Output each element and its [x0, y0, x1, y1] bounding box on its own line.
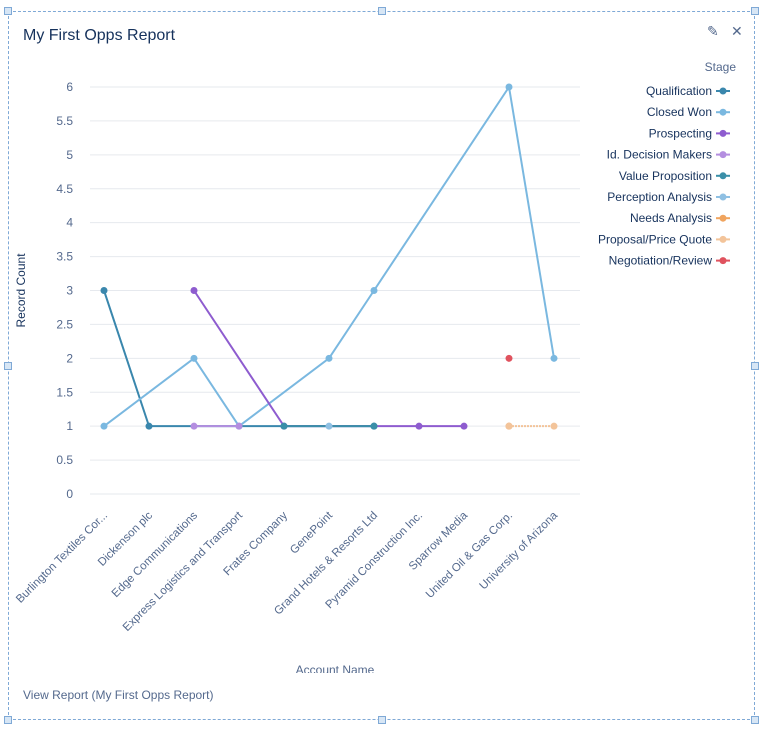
legend-item-label: Needs Analysis: [630, 211, 712, 225]
resize-handle[interactable]: [378, 7, 386, 15]
line-chart: 0 0.5 1 1.5 2 2.5 3 3.5 4 4.5 5 5.5 6 Burlington Text…: [14, 60, 737, 673]
legend-swatch-marker: [719, 172, 727, 180]
x-tick-label: Edge Communications: [110, 509, 200, 599]
resize-handle[interactable]: [751, 7, 759, 15]
legend-swatch-marker: [719, 87, 727, 95]
legend-swatch-marker: [719, 129, 727, 137]
y-tick-label: 6: [66, 80, 73, 94]
legend-swatch-marker: [719, 257, 727, 265]
resize-handle[interactable]: [4, 7, 12, 15]
y-tick-label: 1: [66, 419, 73, 433]
y-tick-label: 4: [66, 216, 73, 230]
close-icon[interactable]: ✕: [731, 23, 743, 39]
data-point: [505, 83, 513, 91]
pencil-icon[interactable]: ✎: [707, 23, 719, 39]
view-report-link[interactable]: View Report (My First Opps Report): [23, 688, 214, 702]
data-point: [190, 354, 198, 362]
y-tick-label: 2.5: [56, 317, 73, 331]
data-point: [280, 422, 288, 430]
data-point: [370, 422, 378, 430]
resize-handle[interactable]: [751, 716, 759, 724]
resize-handle[interactable]: [4, 716, 12, 724]
y-tick-label: 0.5: [56, 453, 73, 467]
y-axis-title: Record Count: [14, 253, 28, 328]
legend-swatch-marker: [719, 108, 727, 116]
data-point: [460, 422, 468, 430]
data-point: [235, 422, 243, 430]
data-point: [190, 422, 198, 430]
y-tick-label: 1.5: [56, 385, 73, 399]
legend-swatch-marker: [719, 193, 727, 201]
legend-item-label: Perception Analysis: [607, 190, 712, 204]
legend-title: Stage: [705, 60, 737, 74]
data-point: [505, 354, 513, 362]
y-tick-label: 3.5: [56, 250, 73, 264]
data-point: [550, 422, 558, 430]
data-point: [190, 287, 198, 294]
data-point: [505, 422, 513, 430]
data-point: [550, 354, 558, 362]
widget-title: My First Opps Report: [23, 27, 176, 44]
y-tick-label: 0: [66, 487, 73, 501]
x-tick-label: GenePoint: [288, 509, 335, 556]
data-point: [145, 422, 153, 430]
data-point: [415, 422, 423, 430]
legend-item-label: Negotiation/Review: [609, 254, 713, 268]
resize-handle[interactable]: [4, 362, 12, 370]
legend-item-label: Prospecting: [649, 126, 712, 140]
data-point: [100, 422, 108, 430]
data-point: [370, 287, 378, 294]
legend-item-label: Value Proposition: [619, 169, 712, 183]
x-tick-label: United Oil & Gas Corp.: [424, 510, 515, 601]
resize-handle[interactable]: [378, 716, 386, 724]
legend-swatch-marker: [719, 235, 727, 243]
resize-handle[interactable]: [751, 362, 759, 370]
y-tick-label: 4.5: [56, 182, 73, 196]
data-point: [100, 287, 108, 294]
legend-item-label: Id. Decision Makers: [607, 148, 712, 162]
legend-item-label: Qualification: [646, 84, 712, 98]
y-tick-label: 2: [66, 351, 73, 365]
legend-item-label: Proposal/Price Quote: [598, 232, 712, 246]
data-point: [325, 354, 333, 362]
legend-item-label: Closed Won: [647, 105, 712, 119]
legend-swatch-marker: [719, 151, 727, 159]
report-chart-widget: My First Opps Report ✎ ✕ 0 0.5 1 1.5 2 2.5 3 3.…: [10, 13, 753, 718]
x-tick-label: University of Arizona: [478, 509, 561, 592]
y-tick-label: 5.5: [56, 114, 73, 128]
x-tick-label: Burlington Textiles Cor...: [14, 510, 110, 606]
data-point: [325, 422, 333, 430]
x-axis-title: Account Name: [296, 663, 375, 673]
y-tick-label: 3: [66, 284, 73, 298]
y-tick-label: 5: [66, 148, 73, 162]
legend-swatch-marker: [719, 214, 727, 222]
